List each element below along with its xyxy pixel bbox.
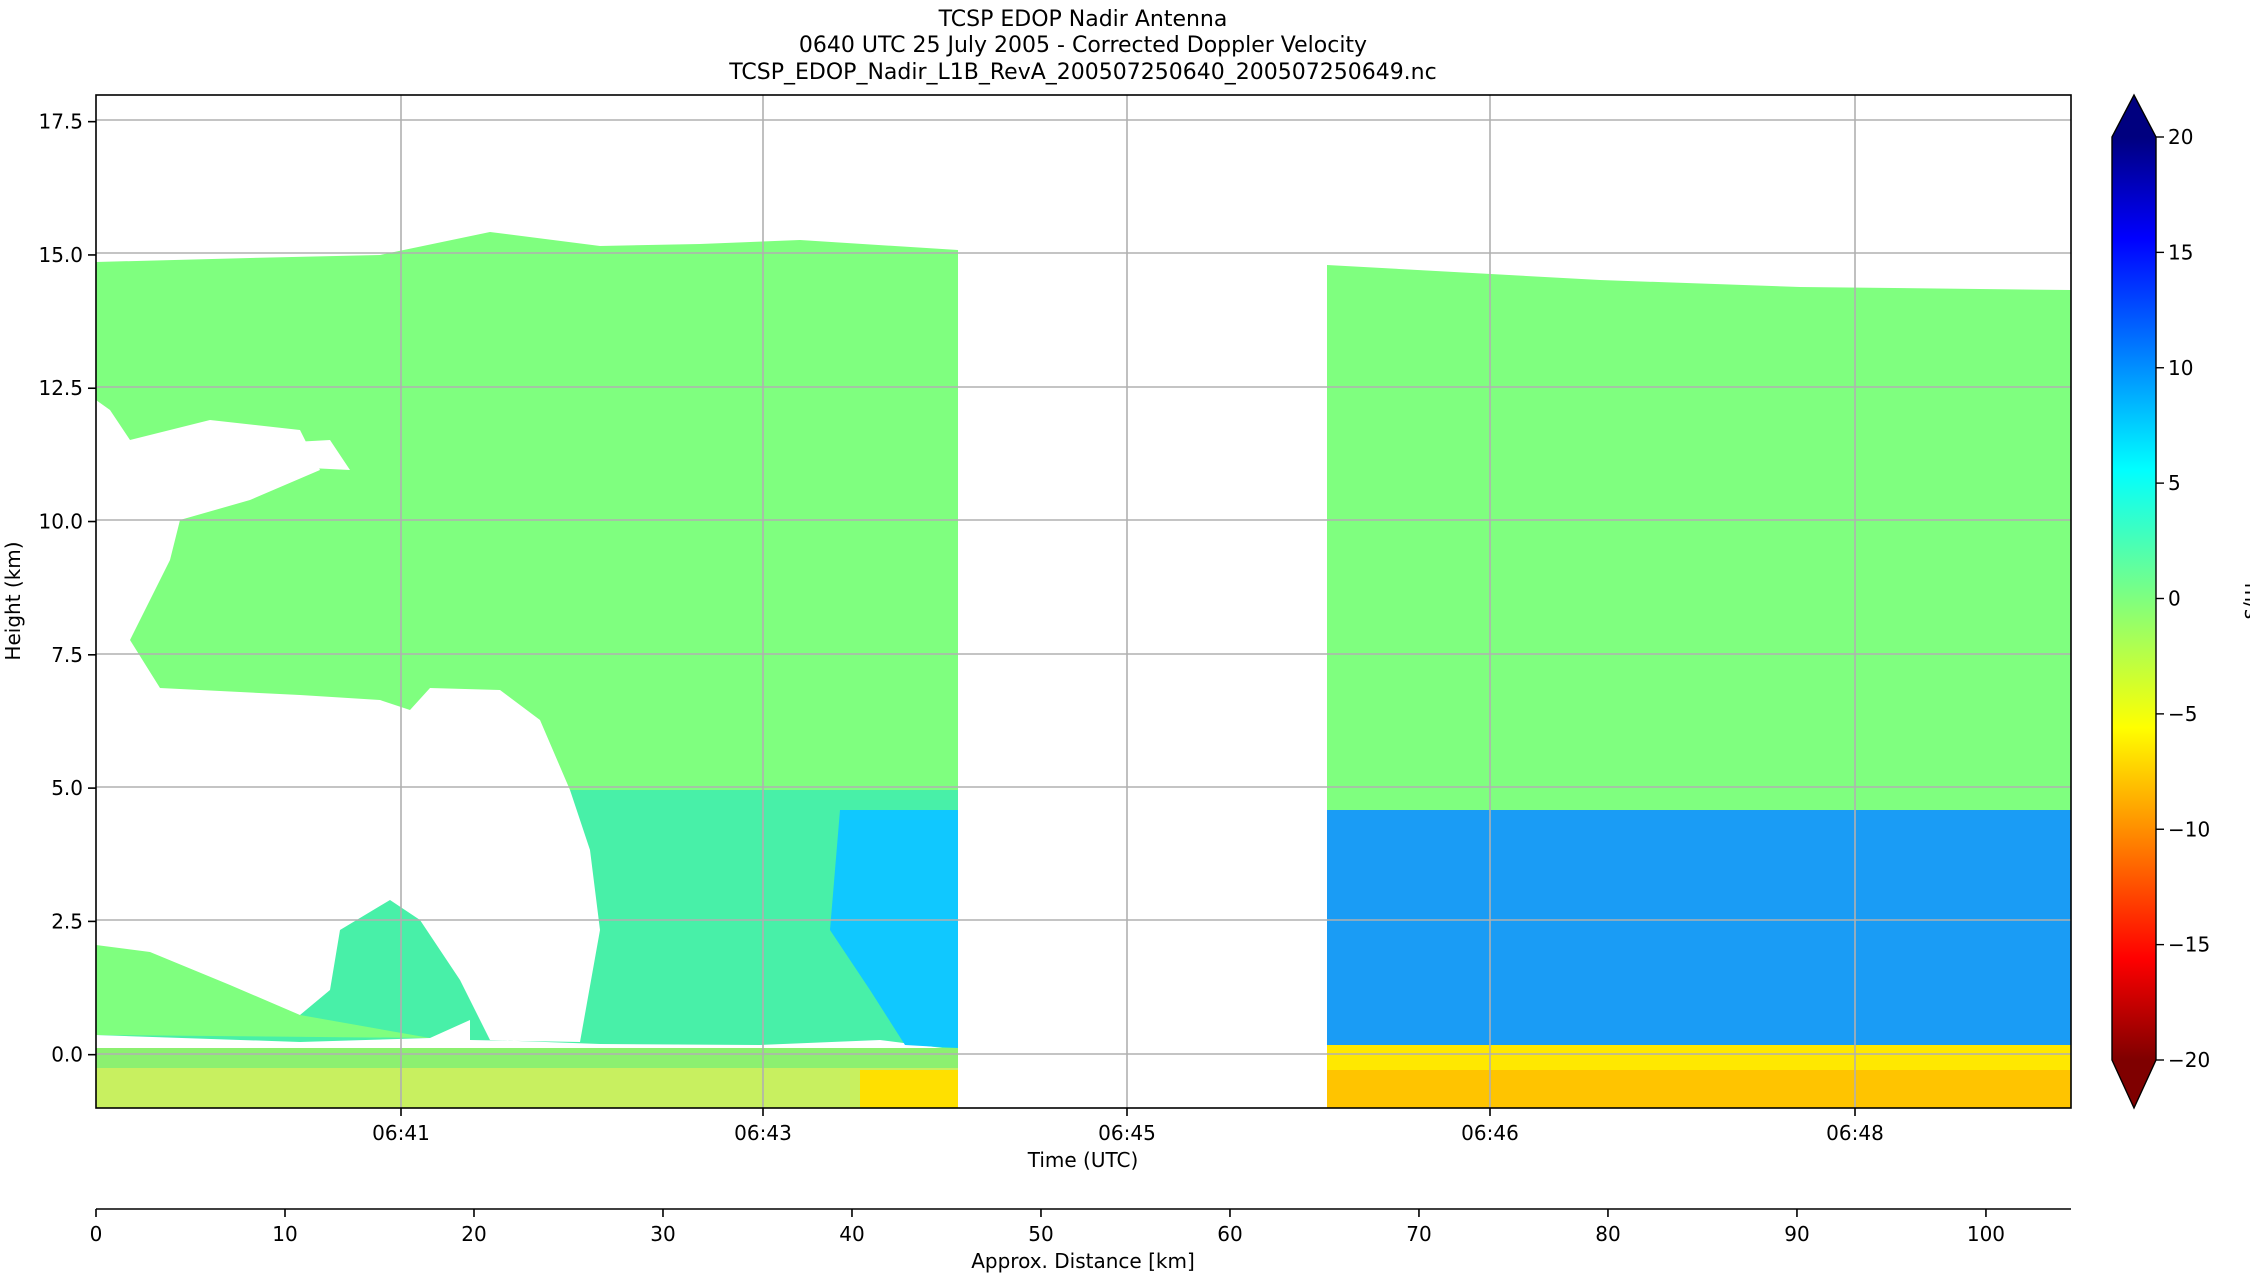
segment-1-clear-gap-upper	[140, 440, 350, 540]
distance-tick-label-8: 80	[1595, 1222, 1620, 1246]
y-tick-label-3: 7.5	[51, 643, 83, 667]
segment-1-lower-cloud	[96, 790, 958, 1050]
y-tick-label-7: 17.5	[38, 110, 83, 134]
colorbar-tick-label-4: 0	[2168, 587, 2181, 611]
distance-tick-label-2: 20	[461, 1222, 486, 1246]
colorbar-top-extension	[2112, 95, 2156, 137]
y-tick-label-6: 15.0	[38, 243, 83, 267]
y-tick-label-0: 0.0	[51, 1043, 83, 1067]
colorbar-body	[2112, 137, 2156, 1060]
x-tick-label-1: 06:41	[372, 1121, 430, 1145]
chart-title-line-2: 0640 UTC 25 July 2005 - Corrected Dopple…	[799, 33, 1367, 58]
y-axis-label: Height (km)	[1, 541, 25, 660]
colorbar-tick-label-3: 5	[2168, 471, 2181, 495]
distance-axis-label: Approx. Distance [km]	[971, 1249, 1195, 1273]
distance-tick-label-4: 40	[839, 1222, 864, 1246]
colorbar-tick-label-7: −15	[2168, 933, 2210, 957]
segment-1-surface-echo	[96, 1068, 958, 1108]
segment-1-upper-cloud	[96, 232, 958, 790]
y-tick-label-2: 5.0	[51, 776, 83, 800]
distance-tick-label-0: 0	[90, 1222, 103, 1246]
x-tick-label-2: 06:43	[734, 1121, 792, 1145]
colorbar-label: m/s	[2240, 583, 2250, 620]
grid	[96, 95, 2071, 1108]
distance-tick-label-6: 60	[1217, 1222, 1242, 1246]
segment-1-downdraft	[830, 810, 958, 1048]
chart-title-line-1: TCSP EDOP Nadir Antenna	[938, 7, 1228, 32]
colorbar-tick-label-1: 15	[2168, 240, 2193, 264]
colorbar-bottom-extension	[2112, 1060, 2156, 1108]
distance-tick-label-1: 10	[272, 1222, 297, 1246]
colorbar-tick-label-8: −20	[2168, 1048, 2210, 1072]
colorbar-tick-label-2: 10	[2168, 356, 2193, 380]
distance-tick-label-3: 30	[650, 1222, 675, 1246]
colorbar-tick-label-0: 20	[2168, 125, 2193, 149]
distance-tick-label-5: 50	[1028, 1222, 1053, 1246]
colorbar-ticks: 20 15 10 5 0 −5 −10 −15 −20	[2156, 125, 2210, 1072]
segment-1-left-edge-cloud	[96, 945, 430, 1038]
x-axis: 06:41 06:43 06:45 06:46 06:48 Time (UTC)	[372, 1108, 1884, 1172]
y-tick-label-1: 2.5	[51, 909, 83, 933]
x-axis-label: Time (UTC)	[1027, 1148, 1139, 1172]
chart-title-line-3: TCSP_EDOP_Nadir_L1B_RevA_200507250640_20…	[728, 60, 1436, 85]
distance-tick-label-7: 70	[1406, 1222, 1431, 1246]
segment-2-surface-core	[1327, 1070, 2071, 1108]
x-tick-label-5: 06:48	[1826, 1121, 1884, 1145]
colorbar: 20 15 10 5 0 −5 −10 −15 −20 m/s	[2111, 93, 2250, 1110]
colorbar-tick-label-5: −5	[2168, 702, 2197, 726]
distance-tick-label-10: 100	[1967, 1222, 2005, 1246]
segment-1-surface-warm	[860, 1070, 958, 1108]
colorbar-tick-label-6: −10	[2168, 817, 2210, 841]
y-axis: 0.0 2.5 5.0 7.5 10.0 12.5 15.0 17.5	[38, 110, 96, 1067]
distance-tick-label-9: 90	[1784, 1222, 1809, 1246]
x-tick-label-4: 06:46	[1461, 1121, 1519, 1145]
x-tick-label-3: 06:45	[1098, 1121, 1156, 1145]
data-field	[96, 232, 2071, 1108]
y-tick-label-5: 12.5	[38, 376, 83, 400]
y-tick-label-4: 10.0	[38, 510, 83, 534]
plot-frame	[95, 94, 2072, 1109]
distance-axis: 0 10 20 30 40 50 60 70 80 90 100	[90, 1209, 2005, 1246]
segment-2-lower-cloud	[1327, 810, 2071, 1045]
segment-2-upper-cloud	[1327, 265, 2071, 810]
